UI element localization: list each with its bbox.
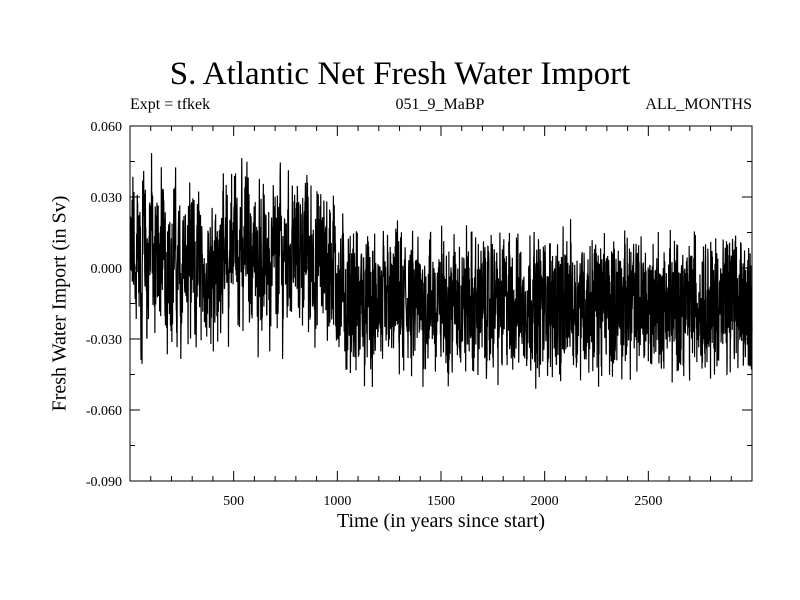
y-tick-label: 0.030 <box>91 191 123 206</box>
x-axis-label: Time (in years since start) <box>336 510 546 532</box>
y-tick-label: 0.000 <box>91 262 123 277</box>
x-tick-label: 2500 <box>634 494 662 509</box>
months-label: ALL_MONTHS <box>645 96 752 113</box>
y-tick-label: 0.060 <box>91 120 123 135</box>
chart-title: S. Atlantic Net Fresh Water Import <box>169 56 631 92</box>
y-tick-label: -0.060 <box>86 404 122 419</box>
y-tick-label: -0.090 <box>86 475 122 490</box>
series-line <box>129 153 753 389</box>
y-tick-label: -0.030 <box>86 333 122 348</box>
x-tick-label: 2000 <box>531 494 559 509</box>
x-tick-label: 500 <box>223 494 244 509</box>
experiment-label: Expt = tfkek <box>130 96 211 113</box>
run-label: 051_9_MaBP <box>395 96 485 113</box>
x-tick-label: 1000 <box>323 494 351 509</box>
x-tick-label: 1500 <box>427 494 455 509</box>
y-axis-label: Fresh Water Import (in Sv) <box>48 195 71 412</box>
